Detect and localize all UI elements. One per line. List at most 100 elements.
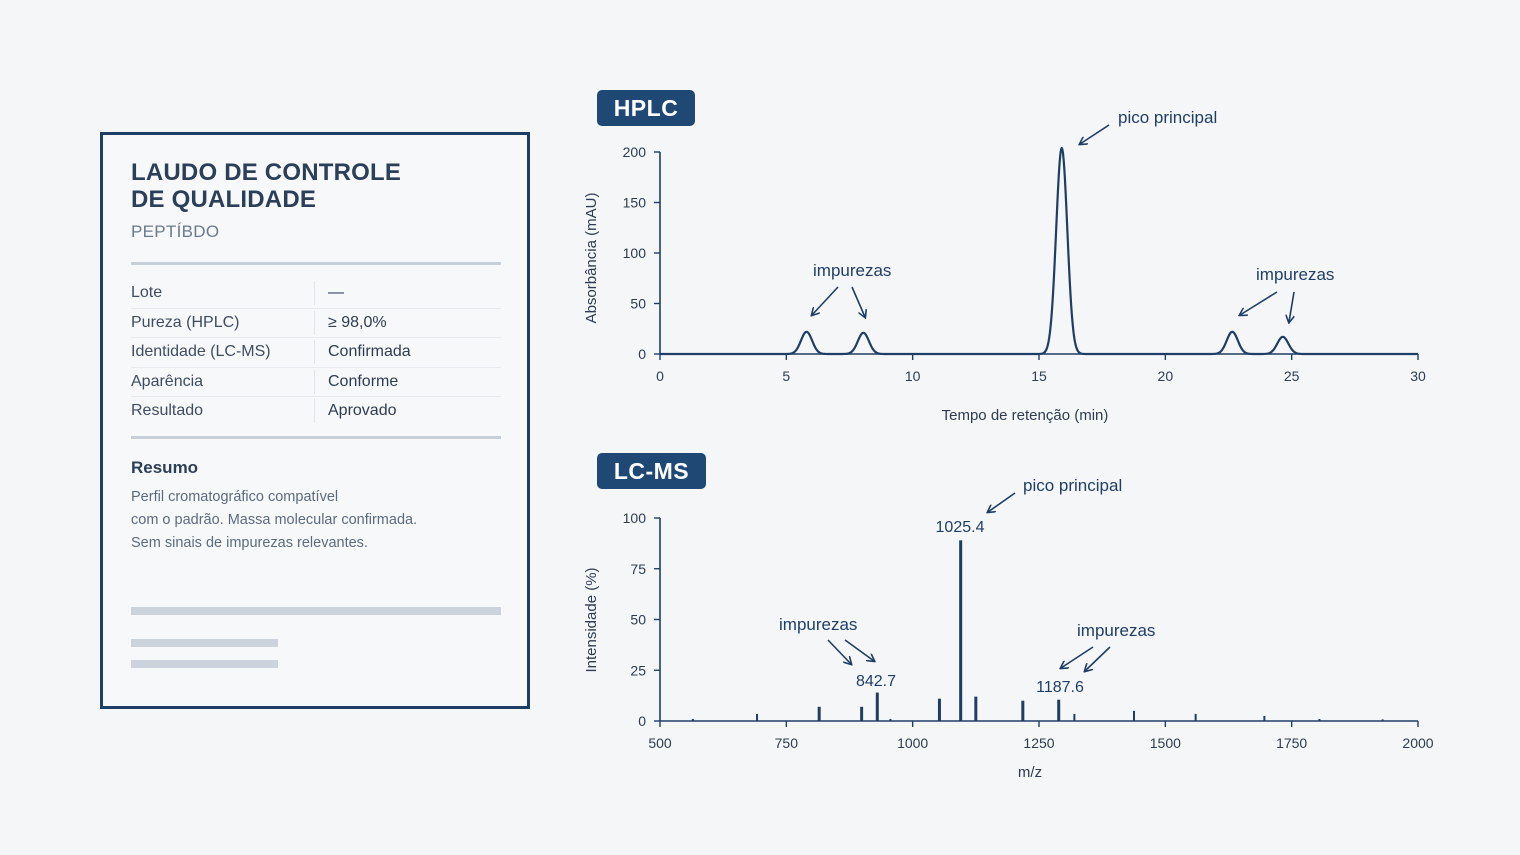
lcms-ylabel: Intensidade (%) (583, 567, 600, 672)
x-tick-label: 1750 (1276, 735, 1307, 751)
hplc-badge: HPLC (597, 90, 695, 126)
row-key: Lote (131, 284, 163, 301)
lcms-annotation-impurities-right: impurezas (1077, 621, 1155, 640)
report-title: LAUDO DE CONTROLE DE QUALIDADE (131, 159, 451, 213)
y-tick-label: 50 (630, 296, 646, 312)
placeholder-bar (131, 639, 278, 647)
row-key: Resultado (131, 402, 204, 419)
x-tick-label: 1250 (1023, 735, 1054, 751)
y-tick-label: 100 (623, 510, 647, 526)
placeholder-bar (131, 660, 278, 668)
y-tick-label: 150 (623, 195, 647, 211)
spectrum-peak (875, 692, 879, 721)
lcms-annotation-impurities-left: impurezas (779, 615, 857, 634)
lcms-chart: 500 750 1000 1250 1500 1750 2000 0 25 50 75 100 m/z… (583, 476, 1434, 781)
lcms-data-label-main: 1025.4 (936, 519, 985, 536)
x-tick-label: 750 (775, 735, 799, 751)
y-tick-label: 200 (623, 144, 647, 160)
report-title-line1: LAUDO DE CONTROLE (131, 159, 402, 186)
report-table: Lote — Pureza (HPLC) ≥ 98,0% Identidade … (131, 279, 501, 426)
annotation-arrow (844, 639, 874, 661)
annotation-arrow (1240, 291, 1278, 315)
annotation-arrow (827, 639, 851, 664)
hplc-annotation-main: pico principal (1118, 108, 1217, 127)
spectrum-peak (937, 698, 941, 721)
spectrum-peak (1194, 713, 1197, 721)
spectrum-peak (1381, 719, 1384, 721)
lcms-xlabel: m/z (1018, 764, 1042, 781)
y-tick-label: 0 (638, 713, 646, 729)
column-divider (314, 310, 315, 335)
lcms-data-label-left: 842.7 (856, 673, 896, 690)
placeholder-bar (131, 607, 501, 615)
annotation-arrow (1289, 291, 1295, 322)
summary-line: Perfil cromatográfico compatível (131, 489, 339, 505)
report-subtitle: PEPTÍBDO (131, 222, 220, 241)
hplc-trace (659, 146, 1419, 356)
annotation-arrow (851, 286, 865, 317)
x-tick-label: 0 (656, 368, 664, 384)
x-tick-label: 10 (905, 368, 921, 384)
hplc-xlabel: Tempo de retenção (min) (942, 407, 1109, 424)
spectrum-peak (1263, 715, 1266, 721)
hplc-annotation-impurities-right: impurezas (1256, 265, 1334, 284)
row-key: Identidade (LC-MS) (131, 343, 271, 360)
spectrum-peak (860, 706, 864, 721)
annotation-arrow (1085, 646, 1111, 671)
summary-line: Sem sinais de impurezas relevantes. (131, 535, 368, 551)
row-key: Aparência (131, 372, 204, 390)
row-value: Conforme (328, 372, 399, 390)
table-row: Lote — (131, 279, 501, 309)
x-tick-label: 500 (648, 735, 672, 751)
lcms-data-label-right: 1187.6 (1036, 679, 1084, 696)
row-value: ≥ 98,0% (328, 313, 387, 331)
table-row: Resultado Aprovado (131, 397, 501, 426)
annotation-arrow (1080, 124, 1110, 144)
x-tick-label: 20 (1158, 368, 1174, 384)
spectrum-peak (756, 713, 759, 721)
spectrum-peak (817, 706, 821, 721)
y-tick-label: 0 (638, 346, 646, 362)
table-row: Identidade (LC-MS) Confirmada (131, 338, 501, 368)
y-tick-label: 25 (630, 662, 646, 678)
spectrum-peak (974, 696, 978, 721)
hplc-chart: 0 5 10 15 20 25 30 0 50 100 150 200 Tempo de retenç… (583, 108, 1426, 424)
spectrum-peak (1133, 710, 1135, 721)
x-tick-label: 25 (1284, 368, 1300, 384)
x-tick-label: 15 (1031, 368, 1047, 384)
hplc-ylabel: Absorbância (mAU) (583, 193, 600, 324)
summary-text: Perfil cromatográfico compatível com o p… (131, 486, 491, 555)
annotation-arrow (1061, 646, 1094, 668)
lcms-badge: LC-MS (597, 453, 706, 489)
divider (131, 436, 501, 439)
table-row: Pureza (HPLC) ≥ 98,0% (131, 309, 501, 338)
row-value: — (328, 284, 344, 301)
y-tick-label: 75 (630, 561, 646, 577)
divider (131, 262, 501, 265)
x-tick-label: 1500 (1150, 735, 1181, 751)
x-tick-label: 5 (782, 368, 790, 384)
row-value: Confirmada (328, 343, 411, 360)
spectrum-peak (1057, 699, 1061, 721)
spectrum-peak (1073, 713, 1076, 721)
column-divider (314, 369, 315, 394)
y-tick-label: 100 (623, 245, 647, 261)
spectrum-peak (959, 540, 963, 721)
spectrum-peak (691, 718, 694, 721)
summary-heading: Resumo (131, 458, 199, 477)
x-tick-label: 1000 (897, 735, 928, 751)
table-row: Aparência Conforme (131, 368, 501, 397)
y-tick-label: 50 (630, 612, 646, 628)
quality-report-card: LAUDO DE CONTROLE DE QUALIDADE PEPTÍBDO … (100, 132, 530, 709)
hplc-annotation-impurities-left: impurezas (813, 261, 891, 280)
annotation-arrow (988, 492, 1016, 512)
hplc-axes: 0 5 10 15 20 25 30 0 50 100 150 200 (623, 144, 1426, 384)
spectrum-peak (1318, 718, 1321, 721)
spectrum-peak (1021, 700, 1025, 721)
summary-line: com o padrão. Massa molecular confirmada… (131, 512, 418, 528)
annotation-arrow (812, 286, 839, 315)
column-divider (314, 399, 315, 423)
row-value: Aprovado (328, 402, 397, 419)
column-divider (314, 281, 315, 305)
